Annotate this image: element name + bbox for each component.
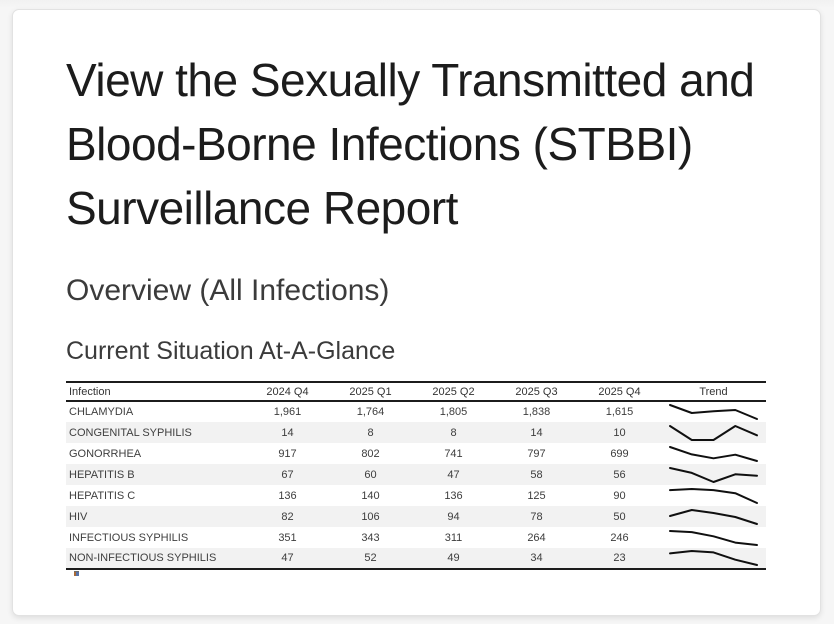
count-value: 14 [530, 426, 543, 439]
infection-name: HIV [69, 510, 88, 523]
column-header: Infection [69, 385, 111, 398]
count-value: 351 [278, 531, 297, 544]
infections-table: Infection 2024 Q4 2025 Q1 2025 Q2 2025 Q3 202… [66, 381, 766, 570]
count-value: 56 [613, 468, 626, 481]
count-value: 699 [610, 447, 629, 460]
count-value: 136 [278, 489, 297, 502]
column-header: 2025 Q3 [515, 385, 558, 398]
trend-cell [661, 464, 766, 485]
section-heading: Overview (All Infections) [66, 274, 390, 307]
infection-name: GONORRHEA [69, 447, 142, 460]
table-row: GONORRHEA 917 802 741 797 699 [66, 443, 766, 464]
column-header: 2025 Q4 [598, 385, 641, 398]
count-value: 49 [447, 552, 460, 564]
count-value: 14 [281, 426, 294, 439]
table-row: HEPATITIS B 67 60 47 58 56 [66, 464, 766, 485]
trend-cell [661, 443, 766, 464]
count-value: 8 [367, 426, 374, 439]
count-value: 797 [527, 447, 546, 460]
count-value: 136 [444, 489, 463, 502]
trend-cell [661, 527, 766, 548]
table-row: NON-INFECTIOUS SYPHILIS 47 52 49 34 23 [66, 548, 766, 569]
table-row: CONGENITAL SYPHILIS 14 8 8 14 10 [66, 422, 766, 443]
trend-sparkline [669, 445, 758, 462]
infection-name: HEPATITIS B [69, 468, 135, 481]
subsection-heading: Current Situation At-A-Glance [66, 337, 396, 365]
count-value: 67 [281, 468, 294, 481]
count-value: 1,805 [439, 406, 468, 418]
count-value: 1,838 [522, 406, 551, 418]
trend-sparkline [669, 529, 758, 546]
count-value: 343 [361, 531, 380, 544]
column-header: 2024 Q4 [266, 385, 309, 398]
count-value: 741 [444, 447, 463, 460]
count-value: 34 [530, 552, 543, 564]
count-value: 311 [444, 531, 463, 544]
count-value: 52 [364, 552, 377, 564]
count-value: 58 [530, 468, 543, 481]
count-value: 90 [613, 489, 626, 502]
count-value: 10 [613, 426, 626, 439]
trend-cell [661, 485, 766, 506]
trend-cell [661, 422, 766, 443]
trend-sparkline [669, 404, 758, 420]
trend-cell [661, 401, 766, 422]
column-header: Trend [699, 385, 728, 398]
count-value: 50 [613, 510, 626, 523]
infection-name: INFECTIOUS SYPHILIS [69, 531, 189, 544]
table-row: HIV 82 106 94 78 50 [66, 506, 766, 527]
infection-name: NON-INFECTIOUS SYPHILIS [69, 552, 217, 564]
trend-sparkline [669, 550, 758, 566]
count-value: 82 [281, 510, 294, 523]
column-header: 2025 Q2 [432, 385, 475, 398]
count-value: 802 [361, 447, 380, 460]
count-value: 246 [610, 531, 629, 544]
count-value: 8 [450, 426, 457, 439]
table-row: CHLAMYDIA 1,961 1,764 1,805 1,838 1,615 [66, 401, 766, 422]
report-card: View the Sexually Transmitted and Blood-… [12, 9, 821, 616]
trend-cell [661, 506, 766, 527]
count-value: 1,764 [356, 406, 385, 418]
count-value: 140 [361, 489, 380, 502]
count-value: 125 [527, 489, 546, 502]
count-value: 1,961 [273, 406, 302, 418]
column-header: 2025 Q1 [349, 385, 392, 398]
count-value: 60 [364, 468, 377, 481]
table-header-row: Infection 2024 Q4 2025 Q1 2025 Q2 2025 Q3 202… [66, 382, 766, 401]
trend-sparkline [669, 424, 758, 441]
count-value: 78 [530, 510, 543, 523]
trend-sparkline [669, 466, 758, 483]
count-value: 47 [281, 552, 294, 564]
count-value: 106 [361, 510, 380, 523]
table-row: INFECTIOUS SYPHILIS 351 343 311 264 246 [66, 527, 766, 548]
count-value: 264 [527, 531, 546, 544]
count-value: 47 [447, 468, 460, 481]
trend-sparkline [669, 487, 758, 504]
trend-sparkline [669, 508, 758, 525]
infection-name: CONGENITAL SYPHILIS [69, 426, 192, 439]
table-row: HEPATITIS C 136 140 136 125 90 [66, 485, 766, 506]
page-title: View the Sexually Transmitted and Blood-… [66, 54, 755, 234]
count-value: 917 [278, 447, 297, 460]
infection-name: HEPATITIS C [69, 489, 136, 502]
count-value: 23 [613, 552, 626, 564]
count-value: 94 [447, 510, 460, 523]
trend-cell [661, 548, 766, 569]
count-value: 1,615 [605, 406, 634, 418]
infection-name: CHLAMYDIA [69, 406, 134, 418]
tiny-artifact [74, 571, 79, 576]
